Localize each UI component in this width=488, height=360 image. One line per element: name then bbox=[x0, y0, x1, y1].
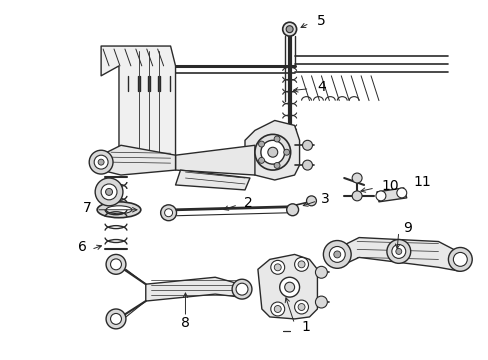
Circle shape bbox=[395, 248, 401, 255]
Circle shape bbox=[106, 255, 126, 274]
Circle shape bbox=[267, 147, 277, 157]
Circle shape bbox=[286, 204, 298, 216]
Circle shape bbox=[315, 296, 326, 308]
Polygon shape bbox=[101, 46, 175, 170]
Text: 3: 3 bbox=[321, 192, 329, 206]
Circle shape bbox=[323, 240, 350, 268]
Circle shape bbox=[294, 257, 308, 271]
Text: 10: 10 bbox=[380, 179, 398, 193]
Circle shape bbox=[328, 247, 345, 262]
Circle shape bbox=[302, 160, 312, 170]
Polygon shape bbox=[334, 238, 462, 271]
Circle shape bbox=[274, 162, 280, 168]
Circle shape bbox=[258, 141, 264, 147]
Circle shape bbox=[110, 314, 121, 324]
Circle shape bbox=[89, 150, 113, 174]
Circle shape bbox=[98, 159, 104, 165]
Circle shape bbox=[101, 184, 117, 200]
Circle shape bbox=[391, 244, 405, 258]
Ellipse shape bbox=[97, 202, 141, 218]
Circle shape bbox=[164, 209, 172, 217]
Circle shape bbox=[270, 260, 284, 274]
Circle shape bbox=[105, 188, 112, 195]
Circle shape bbox=[106, 309, 126, 329]
Circle shape bbox=[284, 282, 294, 292]
Circle shape bbox=[161, 205, 176, 221]
Text: 1: 1 bbox=[301, 320, 310, 334]
Circle shape bbox=[258, 157, 264, 163]
Circle shape bbox=[274, 264, 281, 271]
Circle shape bbox=[294, 300, 308, 314]
Circle shape bbox=[232, 279, 251, 299]
Circle shape bbox=[260, 140, 284, 164]
Circle shape bbox=[298, 261, 305, 268]
Text: 8: 8 bbox=[181, 316, 189, 330]
Circle shape bbox=[274, 306, 281, 312]
Circle shape bbox=[270, 302, 284, 316]
Circle shape bbox=[298, 303, 305, 310]
Circle shape bbox=[315, 266, 326, 278]
Text: 4: 4 bbox=[317, 80, 325, 94]
Circle shape bbox=[283, 149, 289, 155]
Circle shape bbox=[375, 191, 385, 201]
Circle shape bbox=[274, 136, 280, 142]
Text: 6: 6 bbox=[78, 240, 87, 255]
Circle shape bbox=[254, 134, 290, 170]
Text: 9: 9 bbox=[402, 221, 411, 235]
Polygon shape bbox=[145, 277, 240, 301]
Polygon shape bbox=[376, 188, 406, 202]
Circle shape bbox=[351, 173, 361, 183]
Circle shape bbox=[447, 247, 471, 271]
Circle shape bbox=[306, 196, 316, 206]
Circle shape bbox=[302, 140, 312, 150]
Polygon shape bbox=[175, 170, 249, 190]
Text: 2: 2 bbox=[244, 196, 252, 210]
Polygon shape bbox=[101, 145, 175, 175]
Circle shape bbox=[396, 188, 406, 198]
Text: 7: 7 bbox=[82, 201, 91, 215]
Polygon shape bbox=[257, 255, 317, 319]
Circle shape bbox=[95, 178, 122, 206]
Circle shape bbox=[236, 283, 247, 295]
Circle shape bbox=[279, 277, 299, 297]
Circle shape bbox=[94, 155, 108, 169]
Circle shape bbox=[285, 26, 292, 33]
Text: 11: 11 bbox=[413, 175, 430, 189]
Text: 5: 5 bbox=[317, 14, 325, 28]
Circle shape bbox=[282, 22, 296, 36]
Circle shape bbox=[351, 191, 361, 201]
Circle shape bbox=[386, 239, 410, 264]
Circle shape bbox=[110, 259, 121, 270]
Ellipse shape bbox=[106, 206, 132, 214]
Polygon shape bbox=[244, 121, 299, 180]
Circle shape bbox=[452, 252, 467, 266]
Polygon shape bbox=[175, 145, 254, 175]
Circle shape bbox=[333, 251, 340, 258]
